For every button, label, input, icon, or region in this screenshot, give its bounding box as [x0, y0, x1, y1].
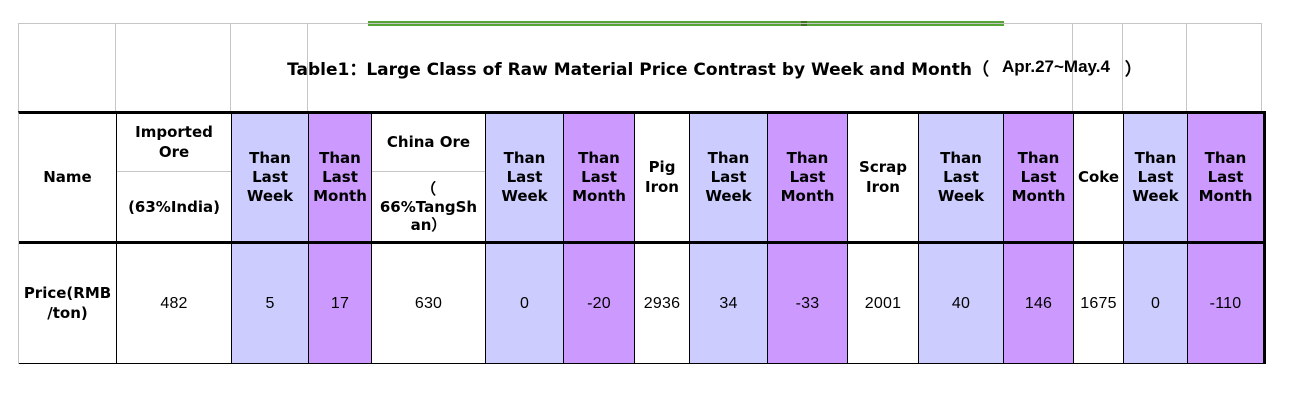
cell-imported-ore-week-change[interactable]: 5: [231, 244, 308, 363]
col-header-than-last-month-1[interactable]: Than Last Month: [308, 114, 371, 241]
than-last-month-label: Than Last Month: [780, 148, 835, 206]
than-last-week-label: Than Last Week: [705, 148, 752, 206]
col-header-than-last-month-4[interactable]: Than Last Month: [1003, 114, 1073, 241]
value-text: 17: [330, 294, 350, 312]
col-header-than-last-month-3[interactable]: Than Last Month: [767, 114, 847, 241]
col-header-scrap-iron[interactable]: Scrap Iron: [847, 114, 918, 241]
value-text: 2936: [643, 294, 681, 312]
gridline-title-3: [307, 23, 308, 111]
col-header-than-last-week-1[interactable]: Than Last Week: [231, 114, 308, 241]
col-header-coke[interactable]: Coke: [1073, 114, 1123, 241]
gridline-title-4: [1072, 23, 1073, 111]
cell-pig-iron-month-change[interactable]: -33: [767, 244, 847, 363]
value-text: -110: [1209, 294, 1242, 312]
cell-pig-iron-price[interactable]: 2936: [634, 244, 689, 363]
table-title: Table1：Large Class of Raw Material Price…: [287, 23, 1142, 111]
value-text: -33: [795, 294, 820, 312]
row-label-price-rmb-ton[interactable]: Price(RMB /ton): [19, 244, 116, 363]
col-header-than-last-week-3[interactable]: Than Last Week: [689, 114, 767, 241]
coke-label: Coke: [1077, 167, 1120, 186]
imported-ore-label: Imported Ore: [117, 114, 231, 172]
than-last-month-label: Than Last Month: [572, 148, 626, 206]
value-text: 5: [265, 294, 275, 312]
value-text: 146: [1024, 294, 1053, 312]
than-last-month-label: Than Last Month: [313, 148, 367, 206]
than-last-week-label: Than Last Week: [1132, 148, 1179, 206]
col-header-than-last-month-2[interactable]: Than Last Month: [563, 114, 634, 241]
gridline-title-2: [230, 23, 231, 111]
china-ore-grade-label: （ 66%TangSh an）: [379, 179, 478, 234]
value-text: -20: [587, 294, 611, 312]
col-header-name-label: Name: [43, 167, 92, 186]
price-row-label: Price(RMB /ton): [23, 284, 112, 322]
col-header-pig-iron[interactable]: Pig Iron: [634, 114, 689, 241]
cell-imported-ore-price[interactable]: 482: [116, 244, 231, 363]
than-last-week-label: Than Last Week: [501, 148, 548, 206]
value-text: 2001: [864, 294, 902, 312]
gridline-title-6: [1186, 23, 1187, 111]
cell-scrap-iron-week-change[interactable]: 40: [918, 244, 1003, 363]
price-data-row: Price(RMB /ton) 482 5 17 630 0 -20 2936 …: [19, 244, 1263, 364]
than-last-month-label: Than Last Month: [1198, 148, 1253, 206]
cell-scrap-iron-price[interactable]: 2001: [847, 244, 918, 363]
value-text: 0: [519, 294, 530, 312]
table-title-close-paren: ）: [1124, 59, 1142, 80]
table-title-date-range: Apr.27~May.4: [1002, 57, 1110, 76]
value-text: 34: [719, 294, 738, 312]
cell-china-ore-week-change[interactable]: 0: [485, 244, 563, 363]
header-row: Name Imported Ore (63%India) Than Last W…: [19, 114, 1263, 244]
cell-china-ore-month-change[interactable]: -20: [563, 244, 634, 363]
imported-ore-grade-label: (63%India): [128, 197, 220, 216]
than-last-week-label: Than Last Week: [937, 148, 985, 206]
cell-imported-ore-month-change[interactable]: 17: [308, 244, 371, 363]
cell-coke-price[interactable]: 1675: [1073, 244, 1123, 363]
col-header-than-last-month-5[interactable]: Than Last Month: [1187, 114, 1263, 241]
col-header-name[interactable]: Name: [19, 114, 116, 241]
pig-iron-label: Pig Iron: [645, 158, 679, 196]
gridline-title-5: [1122, 23, 1123, 111]
cell-china-ore-price[interactable]: 630: [371, 244, 485, 363]
col-header-china-ore[interactable]: China Ore （ 66%TangSh an）: [371, 114, 485, 241]
value-text: 482: [160, 294, 188, 312]
than-last-month-label: Than Last Month: [1011, 148, 1066, 206]
gridline-title-right: [1261, 23, 1262, 111]
col-header-than-last-week-5[interactable]: Than Last Week: [1123, 114, 1187, 241]
title-row-top-gridline: [18, 23, 1262, 24]
cell-coke-month-change[interactable]: -110: [1187, 244, 1263, 363]
col-header-than-last-week-2[interactable]: Than Last Week: [485, 114, 563, 241]
value-text: 630: [414, 294, 443, 312]
raw-material-price-table: Name Imported Ore (63%India) Than Last W…: [18, 111, 1266, 364]
cell-coke-week-change[interactable]: 0: [1123, 244, 1187, 363]
value-text: 0: [1150, 294, 1161, 312]
table-title-text: Table1：Large Class of Raw Material Price…: [287, 59, 990, 80]
value-text: 40: [951, 294, 971, 312]
col-header-than-last-week-4[interactable]: Than Last Week: [918, 114, 1003, 241]
scrap-iron-label: Scrap Iron: [859, 158, 907, 196]
cell-pig-iron-week-change[interactable]: 34: [689, 244, 767, 363]
gridline-title-1: [115, 23, 116, 111]
china-ore-label: China Ore: [372, 114, 485, 172]
gridline-left-edge: [18, 23, 19, 111]
col-header-imported-ore[interactable]: Imported Ore (63%India): [116, 114, 231, 241]
value-text: 1675: [1080, 294, 1117, 312]
than-last-week-label: Than Last Week: [246, 148, 294, 206]
cell-scrap-iron-month-change[interactable]: 146: [1003, 244, 1073, 363]
